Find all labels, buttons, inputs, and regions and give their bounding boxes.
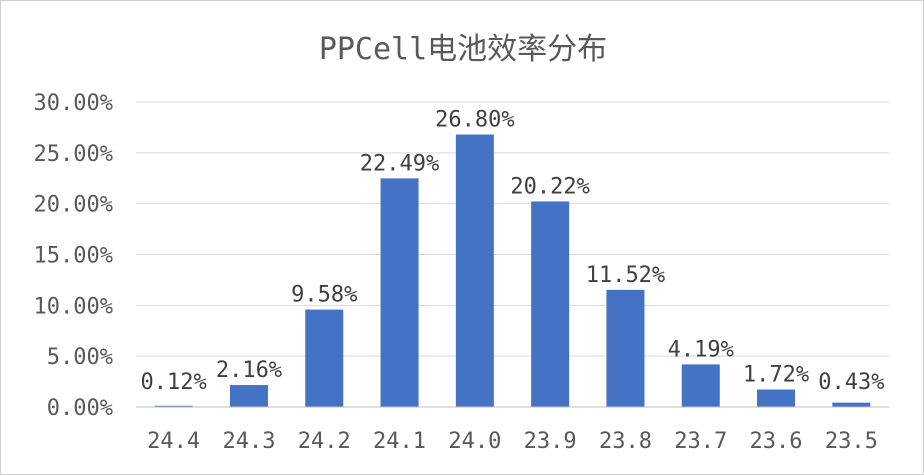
gridlines	[136, 101, 889, 357]
bar	[305, 309, 344, 407]
x-tick-label: 24.0	[448, 429, 501, 454]
data-label: 11.52%	[586, 263, 665, 288]
data-label: 1.72%	[743, 363, 809, 388]
data-label: 9.58%	[291, 283, 357, 308]
x-tick-label: 23.5	[825, 429, 878, 454]
data-labels: 0.12% 2.16% 9.58% 22.49% 26.80% 20.22% 11.52% 4…	[141, 108, 885, 395]
x-tick-label: 23.6	[750, 429, 803, 454]
data-label: 0.43%	[818, 370, 884, 395]
bar	[606, 289, 645, 407]
data-label: 4.19%	[668, 337, 734, 362]
x-tick-label: 24.1	[373, 429, 426, 454]
x-tick-label: 24.2	[298, 429, 351, 454]
x-tick-label: 24.4	[147, 429, 200, 454]
data-label: 26.80%	[435, 108, 514, 133]
y-tick-label: 15.00%	[34, 244, 113, 269]
data-label: 20.22%	[510, 174, 589, 199]
y-axis-tick-labels: 0.00% 5.00% 10.00% 15.00% 20.00% 25.00% 30.00%	[34, 91, 113, 421]
y-tick-label: 25.00%	[34, 142, 113, 167]
bar	[455, 134, 494, 408]
x-tick-label: 24.3	[222, 429, 275, 454]
y-tick-label: 10.00%	[34, 294, 113, 319]
bar	[681, 364, 720, 407]
data-label: 0.12%	[141, 370, 207, 395]
bar	[832, 402, 871, 407]
y-tick-label: 5.00%	[47, 345, 113, 370]
bar	[380, 178, 419, 407]
y-tick-label: 30.00%	[34, 91, 113, 116]
data-label: 22.49%	[360, 151, 439, 176]
x-tick-label: 23.8	[599, 429, 652, 454]
bar	[757, 389, 796, 407]
chart-title: PPCell电池效率分布	[319, 32, 607, 67]
bar	[154, 405, 193, 407]
bar	[531, 201, 570, 407]
x-axis-tick-labels: 24.4 24.3 24.2 24.1 24.0 23.9 23.8 23.7 23.6 23.5	[147, 429, 878, 454]
data-label: 2.16%	[216, 358, 282, 383]
x-tick-label: 23.9	[524, 429, 577, 454]
bar	[229, 385, 268, 407]
x-tick-label: 23.7	[674, 429, 727, 454]
y-tick-label: 20.00%	[34, 193, 113, 218]
bars	[154, 134, 871, 408]
y-tick-label: 0.00%	[47, 396, 113, 421]
